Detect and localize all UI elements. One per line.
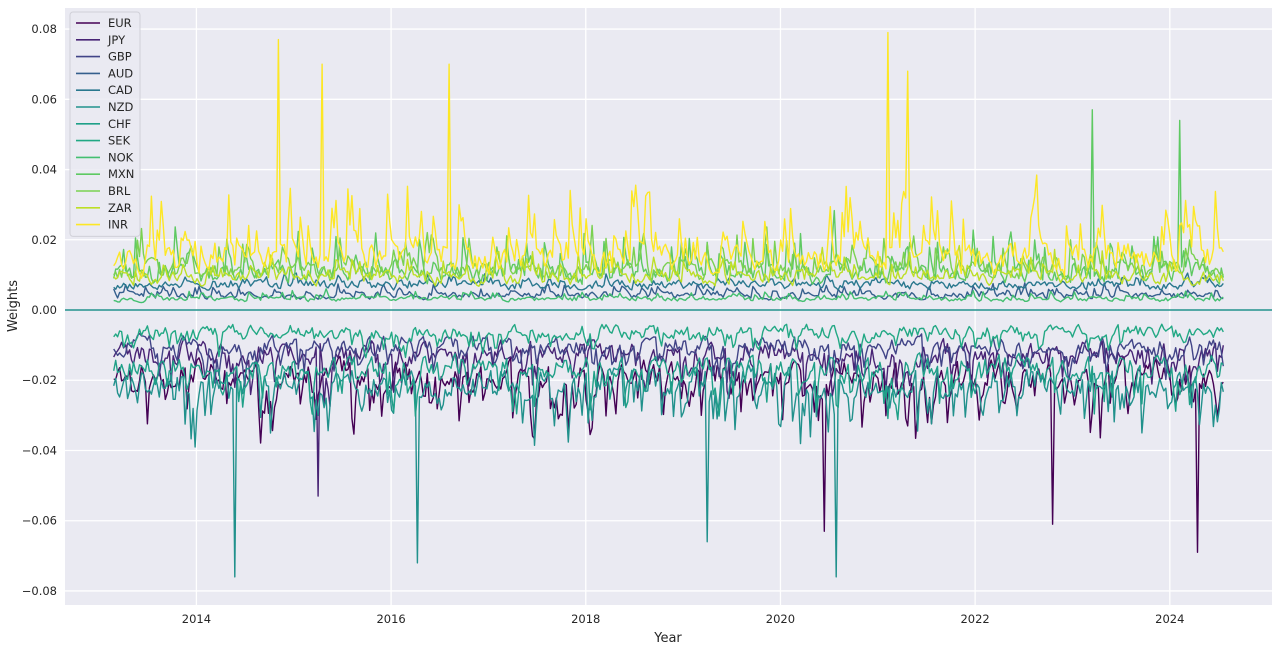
legend-label-sek: SEK <box>108 134 131 148</box>
y-tick-label: −0.08 <box>22 584 57 598</box>
y-tick-label: 0.04 <box>31 163 57 177</box>
legend-label-cad: CAD <box>108 83 133 97</box>
x-tick-label: 2018 <box>571 612 600 626</box>
series-line-chf <box>113 352 1224 421</box>
legend-box <box>69 11 141 237</box>
series-line-zar <box>113 244 1224 287</box>
legend-label-brl: BRL <box>108 184 131 198</box>
y-axis-label: Weights <box>6 280 21 332</box>
legend-label-chf: CHF <box>108 117 131 131</box>
legend-label-zar: ZAR <box>108 201 132 215</box>
series-line-inr <box>113 31 1224 279</box>
x-tick-label: 2022 <box>960 612 989 626</box>
x-tick-label: 2016 <box>376 612 405 626</box>
y-tick-label: −0.06 <box>22 514 57 528</box>
y-tick-label: 0.08 <box>31 22 57 36</box>
series-line-sek <box>113 323 1224 359</box>
legend-label-mxn: MXN <box>108 167 134 181</box>
series-line-gbp <box>113 332 1224 388</box>
legend-label-aud: AUD <box>108 66 133 80</box>
legend: EUR JPY GBP AUD CAD NZD CHF SEK NOK MXN BRL ZAR INR <box>69 11 141 237</box>
series-line-nok <box>113 288 1224 304</box>
y-tick-label: −0.04 <box>22 443 57 457</box>
series-line-brl <box>113 224 1224 282</box>
legend-label-gbp: GBP <box>108 50 132 64</box>
x-tick-label: 2020 <box>766 612 795 626</box>
legend-label-nzd: NZD <box>108 100 133 114</box>
plot-background <box>65 8 1272 605</box>
x-tick-label: 2014 <box>182 612 211 626</box>
series-lines <box>65 31 1272 578</box>
x-tick-label: 2024 <box>1155 612 1184 626</box>
legend-label-jpy: JPY <box>107 33 126 47</box>
legend-label-eur: EUR <box>108 16 132 30</box>
series-line-cad <box>113 272 1224 292</box>
y-tick-label: 0.06 <box>31 92 57 106</box>
y-tick-label: 0.00 <box>31 303 57 317</box>
legend-label-inr: INR <box>108 218 128 232</box>
tick-labels: 2014 2016 2018 2020 2022 2024 −0.08 −0.06 −0.04 −… <box>22 22 1185 626</box>
legend-label-nok: NOK <box>108 150 134 164</box>
y-tick-label: −0.02 <box>22 373 57 387</box>
y-tick-label: 0.02 <box>31 233 57 247</box>
x-axis-label: Year <box>653 631 682 646</box>
